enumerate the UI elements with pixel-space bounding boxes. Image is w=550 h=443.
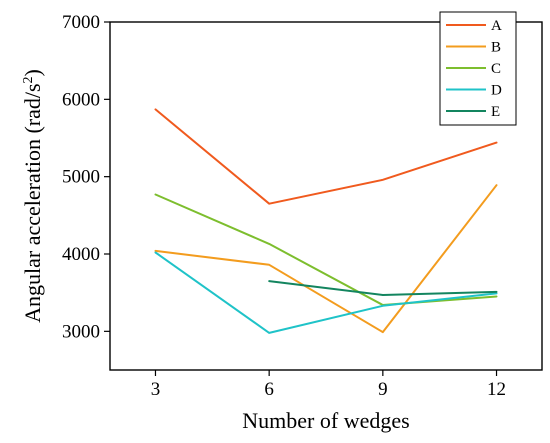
y-tick-label: 5000 <box>62 167 100 188</box>
series-line-d <box>154 251 498 334</box>
legend-label-a: A <box>491 18 502 34</box>
y-tick-label: 6000 <box>62 89 100 110</box>
legend-label-d: D <box>491 83 502 99</box>
axes <box>109 21 543 371</box>
y-axis-label-main: Angular acceleration (rad/s <box>20 83 45 322</box>
legend-label-c: C <box>491 61 501 77</box>
x-tick-label: 3 <box>151 379 161 400</box>
series-line-e <box>268 280 498 296</box>
legend-label-b: B <box>491 40 501 56</box>
series-line-a <box>154 108 498 205</box>
series-line-c <box>154 193 498 306</box>
y-tick-label: 3000 <box>62 321 100 342</box>
plot-frame <box>109 21 543 371</box>
y-tick-label: 7000 <box>62 12 100 33</box>
tick-marks: 3000 4000 5000 6000 7000 3 6 9 12 <box>62 12 506 400</box>
x-axis-label: Number of wedges <box>242 408 409 433</box>
y-axis-label-superscript: 2 <box>21 76 36 83</box>
plot-area <box>154 108 498 334</box>
y-tick-label: 4000 <box>62 244 100 265</box>
x-tick-label: 9 <box>378 379 388 400</box>
x-tick-label: 12 <box>487 379 506 400</box>
legend-label-e: E <box>491 104 500 120</box>
y-axis-label-suffix: ) <box>20 69 45 76</box>
x-tick-label: 6 <box>264 379 274 400</box>
series-line-b <box>154 184 498 334</box>
y-axis-label: Angular acceleration (rad/s2) <box>20 69 45 323</box>
